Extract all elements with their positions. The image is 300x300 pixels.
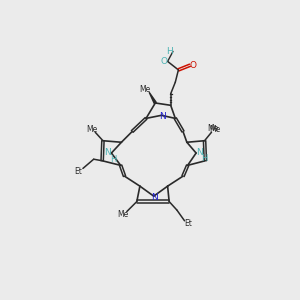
- Text: N: N: [104, 148, 111, 157]
- Text: Et: Et: [184, 219, 192, 228]
- Text: H: H: [167, 47, 173, 56]
- Text: Me: Me: [117, 210, 129, 219]
- Text: H: H: [110, 155, 116, 164]
- Text: Me: Me: [140, 85, 151, 94]
- Text: N: N: [160, 112, 167, 121]
- Text: Et: Et: [74, 167, 82, 176]
- Text: Me: Me: [86, 125, 97, 134]
- Text: Me: Me: [209, 125, 220, 134]
- Text: Me: Me: [207, 124, 219, 133]
- Text: N: N: [151, 193, 158, 202]
- Text: O: O: [160, 57, 167, 66]
- Text: O: O: [190, 61, 196, 70]
- Polygon shape: [149, 92, 156, 103]
- Text: N: N: [196, 148, 203, 157]
- Text: H: H: [201, 154, 208, 163]
